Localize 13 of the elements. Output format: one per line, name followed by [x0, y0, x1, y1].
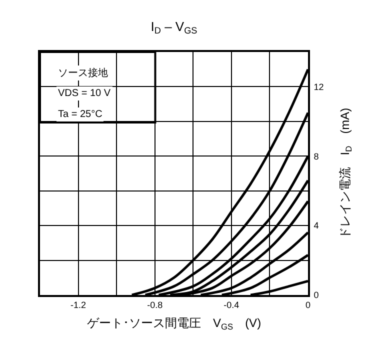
x-tick-label: -0.4: [224, 300, 240, 310]
annotation: VDS = 10 V: [58, 88, 111, 99]
x-tick-label: -0.8: [147, 300, 163, 310]
x-tick-label: 0: [305, 300, 311, 310]
x-tick-label: -1.2: [70, 300, 86, 310]
y-tick-label: 4: [314, 220, 319, 231]
y-tick-label: 12: [314, 82, 324, 92]
annotation: ソース接地: [58, 67, 108, 79]
chart-title: I$_{D}$ – V$_{GS}$: [150, 18, 198, 36]
text: ゲート･ソース間電圧 V$_{GS}$ (V): [86, 316, 262, 332]
y-tick-label: 8: [314, 151, 319, 162]
annotation: Ta = 25°C: [58, 109, 102, 120]
y-tick-label: 0: [314, 290, 319, 300]
